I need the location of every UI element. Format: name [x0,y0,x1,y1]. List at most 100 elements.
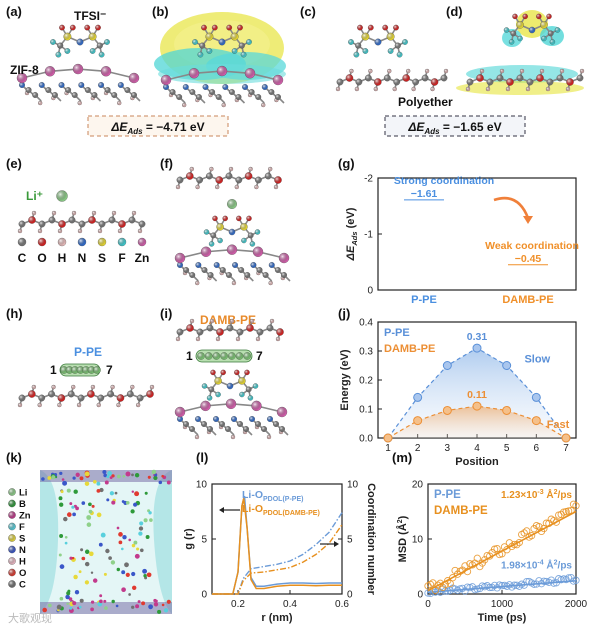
md-particle [99,487,104,493]
atom-shine [387,69,392,73]
atom-shine [394,42,401,49]
md-particle [133,502,138,507]
atom-shine [215,176,223,184]
chart-g-ylabel-unit: (eV) [345,207,357,231]
atom-shine [169,89,176,95]
atom-shine [254,229,261,235]
atom-shine [206,172,213,180]
atom-shine [486,87,490,91]
chart-j-xtick-label-6: 7 [563,443,569,454]
chart-j-area-1 [388,406,566,438]
md-particle [147,475,151,479]
atom-shine [210,369,216,375]
md-particle [136,547,140,551]
atom-shine [201,24,207,31]
atom-shine [230,319,234,323]
md-particle [161,603,165,607]
chart-m-point-0 [505,581,514,589]
md-particle [84,549,90,555]
chart-m-slope-exp-0: -4 [537,560,543,567]
atom-shine [265,172,272,180]
panel-label-l: (l) [196,450,208,465]
chart-m-ylabel-main: MSD (Å [396,523,409,562]
atom-shine [68,216,76,224]
md-simulation-box [40,469,172,614]
chart-j-data-label-0: 0.31 [467,331,488,343]
atom-shine [237,24,243,31]
md-particle [125,471,131,477]
zif8-tfsi-structure-b [160,24,285,108]
atom-shine [196,337,200,341]
atom-shine [176,176,184,184]
atom-shine [197,352,205,360]
chart-j-ytick-label-2: 0.2 [359,376,373,387]
atom-shine [190,319,194,323]
element-legend-e: C O H N S F Zn [18,237,149,265]
atom-shine [28,390,36,398]
md-particle [71,505,75,509]
atom-shine [222,84,229,90]
atom-shine [238,42,245,49]
atom-shine [59,24,65,31]
chart-j-point-1-1 [413,416,423,426]
zif8-label: ZIF-8 [10,63,39,77]
atom-shine [195,435,199,439]
atom-shine [57,394,65,402]
md-particle [157,609,162,614]
atom-shine [197,51,204,58]
md-particle [163,608,169,613]
atom-shine [243,352,251,360]
atom-shine [51,385,56,389]
atom-shine [546,87,550,91]
md-particle [103,572,107,576]
chart-g-category-1: DAMB-PE [502,294,553,306]
panel-label-g: (g) [338,156,355,171]
panel-label-k: (k) [6,450,22,465]
atom-shine [207,426,213,432]
chart-m-point-1 [510,540,518,549]
atom-shine [520,69,524,73]
atom-shine [207,395,213,401]
polyether-tfsi-structure-d [465,13,585,92]
md-particle [111,599,115,604]
atom-shine [209,89,215,95]
atom-shine [129,73,139,83]
atom-shine [236,328,244,336]
atom-shine [71,366,79,374]
atom-shine [540,69,544,73]
atom-shine [32,92,38,98]
atom-shine [239,391,245,398]
atom-shine [176,328,184,336]
md-particle [47,476,52,480]
atom-shine [48,216,56,224]
legend-k-label-h: H [19,557,26,568]
legend-e-label-c: C [18,251,27,265]
atom-shine [226,382,234,390]
atom-shine [38,238,46,246]
chart-m-slope-unit-0: Å [544,559,554,572]
atom-shine [96,42,103,49]
atom-shine [77,101,82,105]
atom-shine [176,94,182,100]
chart-m-slope-unit-1: Å [544,488,554,501]
md-particle [81,556,86,561]
md-particle [138,531,143,536]
atom-shine [549,39,555,45]
chart-m-point-1 [572,502,580,510]
atom-shine [270,319,274,323]
atom-shine [18,238,26,246]
atom-shine [101,66,111,77]
panel-label-i: (i) [160,306,172,321]
atom-shine [31,385,36,389]
atom-shine [235,176,242,184]
atom-shine [240,51,247,58]
md-particle [148,511,152,515]
atom-shine [374,38,382,46]
md-particle [96,489,101,493]
md-particle [116,474,121,479]
atom-shine [8,568,16,577]
atom-shine [189,89,196,95]
atom-shine [78,229,82,233]
atom-shine [466,78,474,86]
